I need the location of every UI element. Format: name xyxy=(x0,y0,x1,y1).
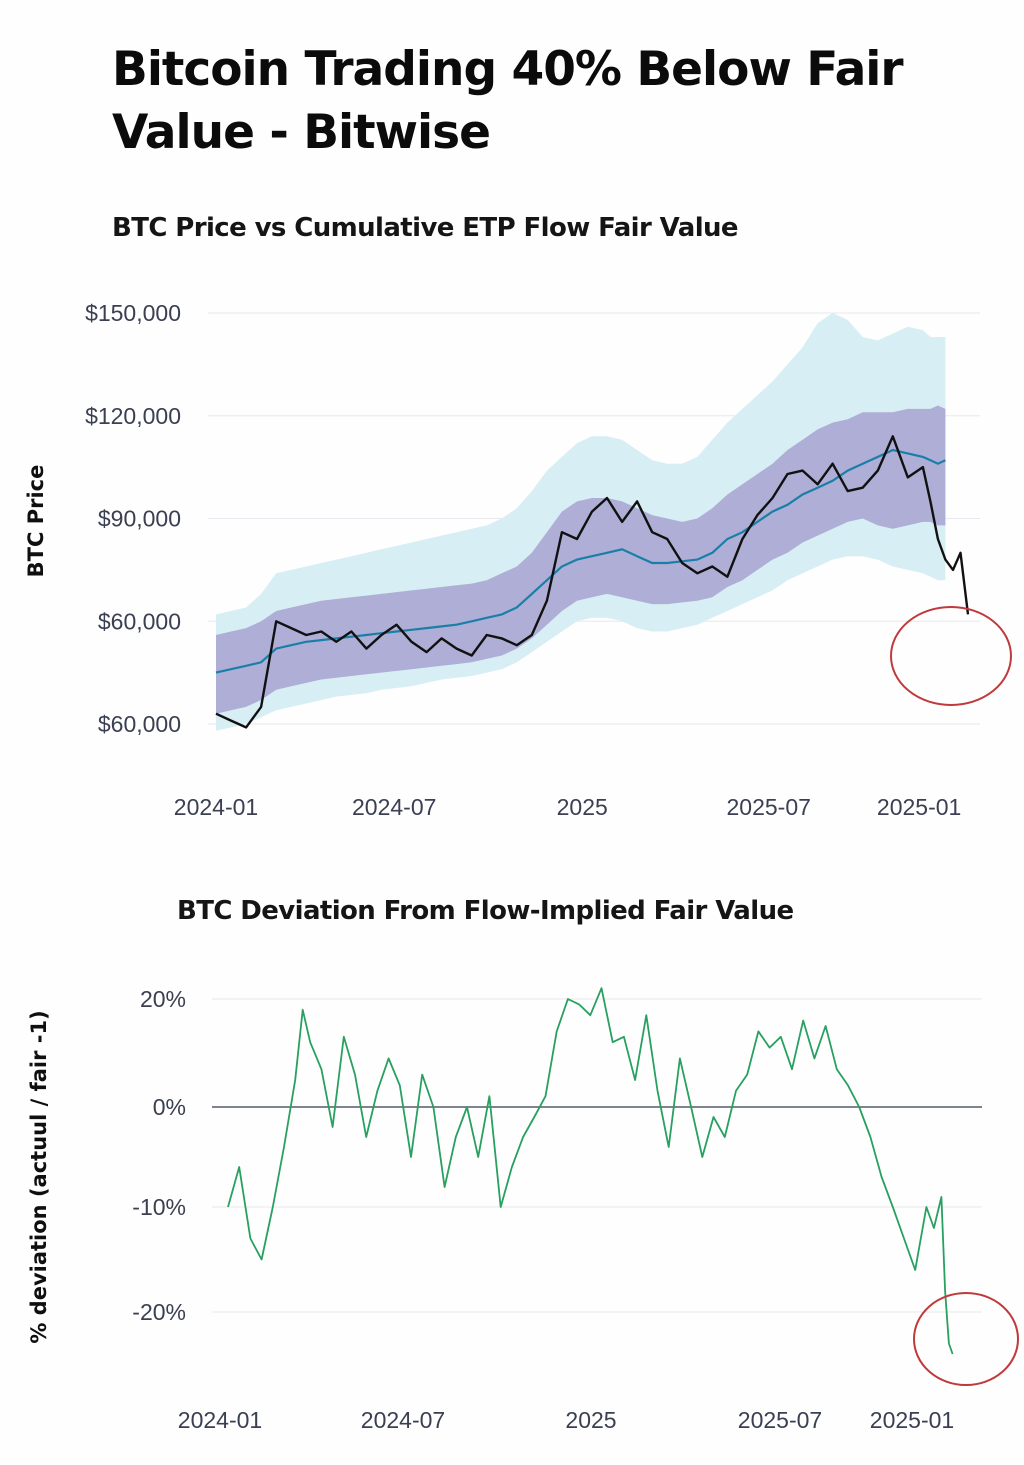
btc-price-line xyxy=(215,435,970,729)
y-axis-label: % deviation (actuul / fair -1) xyxy=(27,1010,51,1343)
chart-title-deviation: BTC Deviation From Flow-Implied Fair Val… xyxy=(177,896,794,926)
y-tick-label: -10% xyxy=(132,1194,186,1220)
x-tick-label: 2024-01 xyxy=(178,1407,262,1433)
y-tick-label: 0% xyxy=(153,1094,186,1120)
annotation-circle xyxy=(890,606,1012,706)
price-chart: $150,000 $120,000 $90,000 $60,000 $60,000 20… xyxy=(24,300,1012,820)
annotation-circle xyxy=(913,1292,1019,1386)
x-tick-label: 2025-01 xyxy=(877,794,961,820)
y-tick-label: $60,000 xyxy=(98,711,181,737)
page-title: Bitcoin Trading 40% Below Fair Value - B… xyxy=(112,42,904,160)
x-tick-label: 2025 xyxy=(557,794,608,820)
deviation-line xyxy=(227,987,954,1355)
y-tick-label: 20% xyxy=(140,986,186,1012)
deviation-y-ticks: 20% 0% -10% -20% xyxy=(132,986,186,1325)
y-tick-label: $150,000 xyxy=(85,300,181,326)
y-tick-label: -20% xyxy=(132,1299,186,1325)
price-y-ticks: $150,000 $120,000 $90,000 $60,000 $60,000 xyxy=(85,300,181,737)
x-tick-label: 2025 xyxy=(565,1407,616,1433)
chart-title-price: BTC Price vs Cumulative ETP Flow Fair Va… xyxy=(112,213,739,243)
y-tick-label: $120,000 xyxy=(85,403,181,429)
x-tick-label: 2024-07 xyxy=(352,794,436,820)
y-tick-label: $60,000 xyxy=(98,608,181,634)
y-axis-label: BTC Price xyxy=(24,465,48,578)
deviation-x-ticks: 2024-01 2024-07 2025 2025-07 2025-01 xyxy=(178,1407,954,1433)
x-tick-label: 2024-01 xyxy=(174,794,258,820)
deviation-gridlines xyxy=(212,998,982,1313)
x-tick-label: 2025-01 xyxy=(870,1407,954,1433)
x-tick-label: 2025-07 xyxy=(727,794,811,820)
price-x-ticks: 2024-01 2024-07 2025 2025-07 2025-01 xyxy=(174,794,962,820)
y-tick-label: $90,000 xyxy=(98,506,181,532)
x-tick-label: 2024-07 xyxy=(361,1407,445,1433)
x-tick-label: 2025-07 xyxy=(738,1407,822,1433)
